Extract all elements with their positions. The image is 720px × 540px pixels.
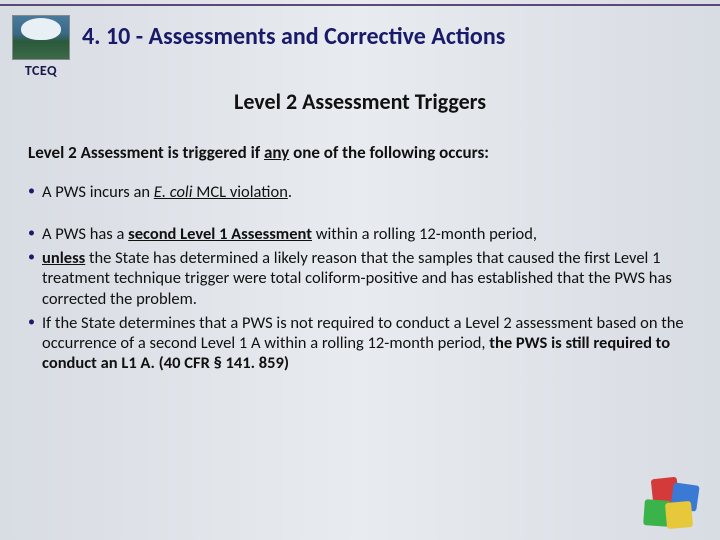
slide-title: 4. 10 - Assessments and Corrective Actio… (82, 22, 505, 51)
bullet-text-part: MCL violation (193, 182, 288, 202)
bullet-text-part: the State has determined a likely reason… (42, 248, 672, 308)
tceq-logo: TCEQ (12, 15, 70, 90)
bullet-text-part: A PWS has a (42, 224, 128, 244)
top-divider (0, 4, 720, 6)
bullet-text-part: within a rolling 12-month period, (312, 224, 537, 244)
slide-subtitle: Level 2 Assessment Triggers (0, 88, 720, 115)
bullet-item: unless the State has determined a likely… (28, 248, 692, 308)
bullet-text-part: unless (42, 248, 85, 268)
intro-text: Level 2 Assessment is triggered if any o… (28, 142, 692, 163)
logo-image (12, 15, 70, 60)
logo-text: TCEQ (12, 62, 70, 79)
intro-post: one of the following occurs: (289, 142, 489, 163)
bullet-item: A PWS has a second Level 1 Assessment wi… (28, 224, 692, 244)
puzzle-icon (634, 474, 702, 530)
bullet-text-part: . (288, 182, 292, 202)
intro-pre: Level 2 Assessment is triggered if (28, 142, 264, 163)
bullet-item: If the State determines that a PWS is no… (28, 313, 692, 373)
bullet-text-part: A PWS incurs an (42, 182, 154, 202)
bullet-text-part: second Level 1 Assessment (128, 224, 312, 244)
bullet-list: A PWS incurs an E. coli MCL violation.A … (28, 182, 692, 377)
intro-underlined: any (264, 142, 289, 163)
bullet-text-part: E. coli (154, 182, 193, 202)
bullet-item: A PWS incurs an E. coli MCL violation. (28, 182, 692, 202)
